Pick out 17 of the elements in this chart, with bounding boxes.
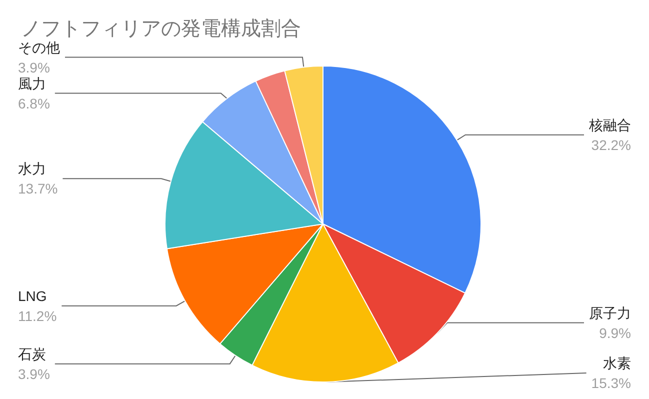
data-label: 6.8% xyxy=(18,95,50,112)
data-label: 13.7% xyxy=(18,180,58,197)
slice-label: 核融合 xyxy=(588,116,631,133)
slice-label: その他 xyxy=(18,39,60,56)
data-label: 3.9% xyxy=(18,366,50,382)
slice-label: 原子力 xyxy=(589,304,631,321)
data-label: 15.3% xyxy=(591,375,631,391)
data-label: 9.9% xyxy=(599,324,631,341)
slice-label: 水素 xyxy=(603,355,631,371)
data-label: 11.2% xyxy=(18,308,57,324)
slice-label: LNG xyxy=(18,288,47,304)
chart-title: ノフトフィリアの発電構成割合 xyxy=(21,18,301,40)
slice-label: 水力 xyxy=(18,160,46,177)
data-label: 3.9% xyxy=(18,59,50,76)
data-label: 32.2% xyxy=(591,136,631,153)
slice-label: 風力 xyxy=(18,75,46,92)
slice-label: 石炭 xyxy=(18,346,46,362)
